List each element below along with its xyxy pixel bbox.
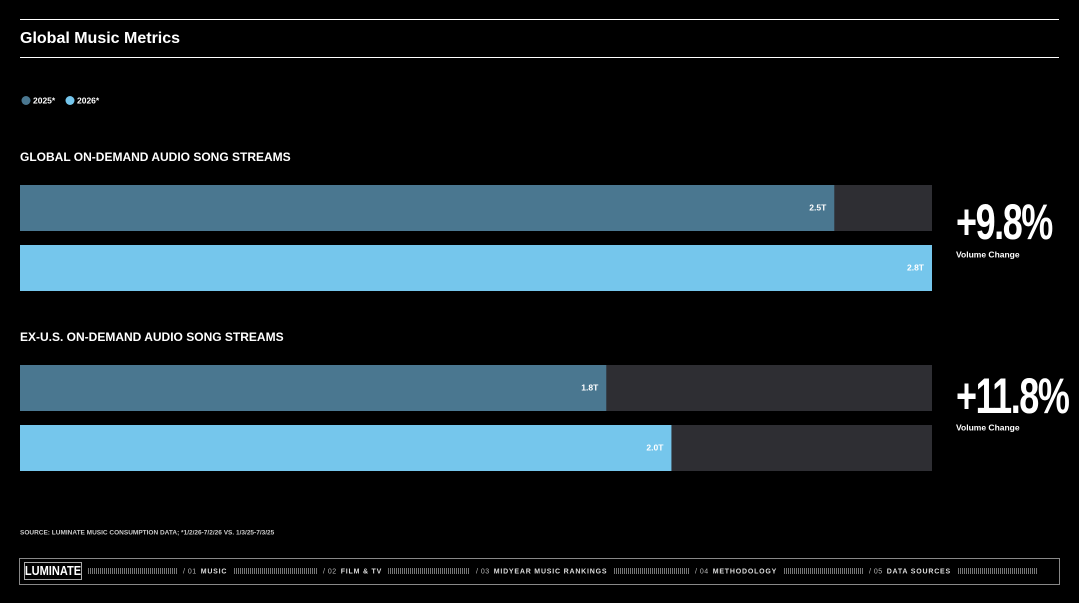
value-label: 1.8T	[581, 382, 599, 392]
source-note: SOURCE: LUMINATE MUSIC CONSUMPTION DATA;…	[20, 530, 275, 537]
footer-nav	[19, 558, 1060, 585]
bar	[20, 425, 672, 471]
nav-divider	[88, 568, 177, 574]
logo: LUMINATE	[25, 563, 81, 578]
page-title: Global Music Metrics	[20, 30, 180, 47]
bar	[20, 365, 607, 411]
legend-swatch	[21, 96, 31, 105]
nav-link[interactable]: METHODOLOGY	[713, 568, 777, 575]
legend-label: 2025*	[33, 95, 56, 105]
bar	[20, 245, 932, 291]
value-label: 2.8T	[907, 262, 925, 272]
nav-number[interactable]: / 02	[323, 568, 337, 575]
category-label: GLOBAL ON-DEMAND AUDIO SONG STREAMS	[20, 150, 291, 164]
nav-divider	[233, 568, 317, 574]
change-value: +11.8%	[956, 370, 1069, 425]
nav-number[interactable]: / 01	[183, 568, 197, 575]
change-caption: Volume Change	[956, 422, 1020, 432]
legend-swatch	[65, 96, 75, 105]
bar	[20, 185, 835, 231]
nav-number[interactable]: / 05	[869, 568, 883, 575]
nav-link[interactable]: MUSIC	[201, 568, 228, 575]
value-label: 2.5T	[809, 202, 827, 212]
nav-divider	[613, 568, 689, 574]
nav-number[interactable]: / 04	[695, 568, 709, 575]
nav-link[interactable]: MIDYEAR MUSIC RANKINGS	[494, 568, 608, 575]
value-label: 2.0T	[646, 442, 664, 452]
nav-number[interactable]: / 03	[476, 568, 490, 575]
nav-link[interactable]: FILM & TV	[341, 568, 382, 575]
change-value: +9.8%	[956, 196, 1053, 251]
change-caption: Volume Change	[956, 249, 1020, 259]
nav-link[interactable]: DATA SOURCES	[887, 568, 951, 575]
logo-box	[24, 562, 82, 580]
nav-divider	[957, 568, 1037, 574]
legend-label: 2026*	[77, 95, 100, 105]
nav-divider	[388, 568, 470, 574]
nav-divider	[783, 568, 863, 574]
category-label: EX-U.S. ON-DEMAND AUDIO SONG STREAMS	[20, 330, 284, 344]
